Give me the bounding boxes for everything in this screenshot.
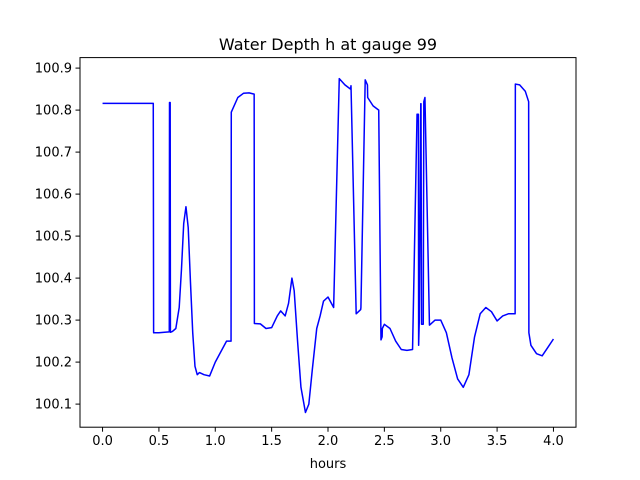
y-tick-label: 100.1 bbox=[35, 398, 72, 413]
x-tick-label: 1.5 bbox=[261, 434, 282, 449]
y-tick-label: 100.3 bbox=[35, 314, 72, 329]
y-tick-label: 100.6 bbox=[35, 188, 72, 203]
x-tick-label: 2.0 bbox=[318, 434, 339, 449]
y-tick-label: 100.2 bbox=[35, 356, 72, 371]
x-tick-label: 4.0 bbox=[543, 434, 564, 449]
x-tick-label: 3.5 bbox=[487, 434, 508, 449]
x-tick-label: 1.0 bbox=[205, 434, 226, 449]
x-tick-label: 0.5 bbox=[149, 434, 170, 449]
y-tick-label: 100.4 bbox=[35, 272, 72, 287]
x-tick-label: 2.5 bbox=[374, 434, 395, 449]
y-axis: 100.1 100.2 100.3 100.4 100.5 100.6 100.7 100.8… bbox=[35, 62, 80, 413]
y-tick-label: 100.5 bbox=[35, 230, 72, 245]
series-layer bbox=[102, 77, 555, 414]
x-tick-label: 3.0 bbox=[430, 434, 451, 449]
y-tick-label: 100.9 bbox=[35, 62, 72, 77]
y-tick-label: 100.7 bbox=[35, 146, 72, 161]
x-axis: 0.0 0.5 1.0 1.5 2.0 2.5 3.0 3.5 4.0 bbox=[92, 427, 564, 449]
x-axis-label: hours bbox=[310, 457, 347, 472]
x-tick-label: 0.0 bbox=[92, 434, 113, 449]
y-tick-label: 100.8 bbox=[35, 104, 72, 119]
series-line-0 bbox=[102, 77, 555, 414]
chart-title: Water Depth h at gauge 99 bbox=[219, 35, 437, 54]
